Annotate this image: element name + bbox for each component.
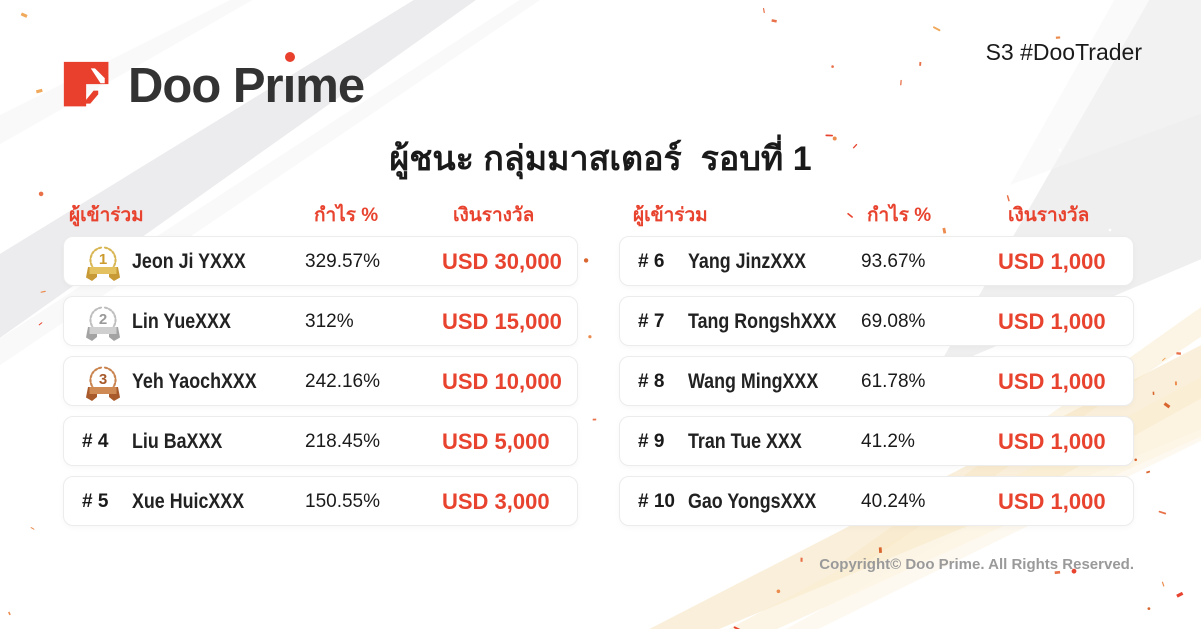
svg-text:1: 1 xyxy=(99,251,107,268)
svg-text:2: 2 xyxy=(99,311,107,328)
svg-text:3: 3 xyxy=(99,371,107,388)
